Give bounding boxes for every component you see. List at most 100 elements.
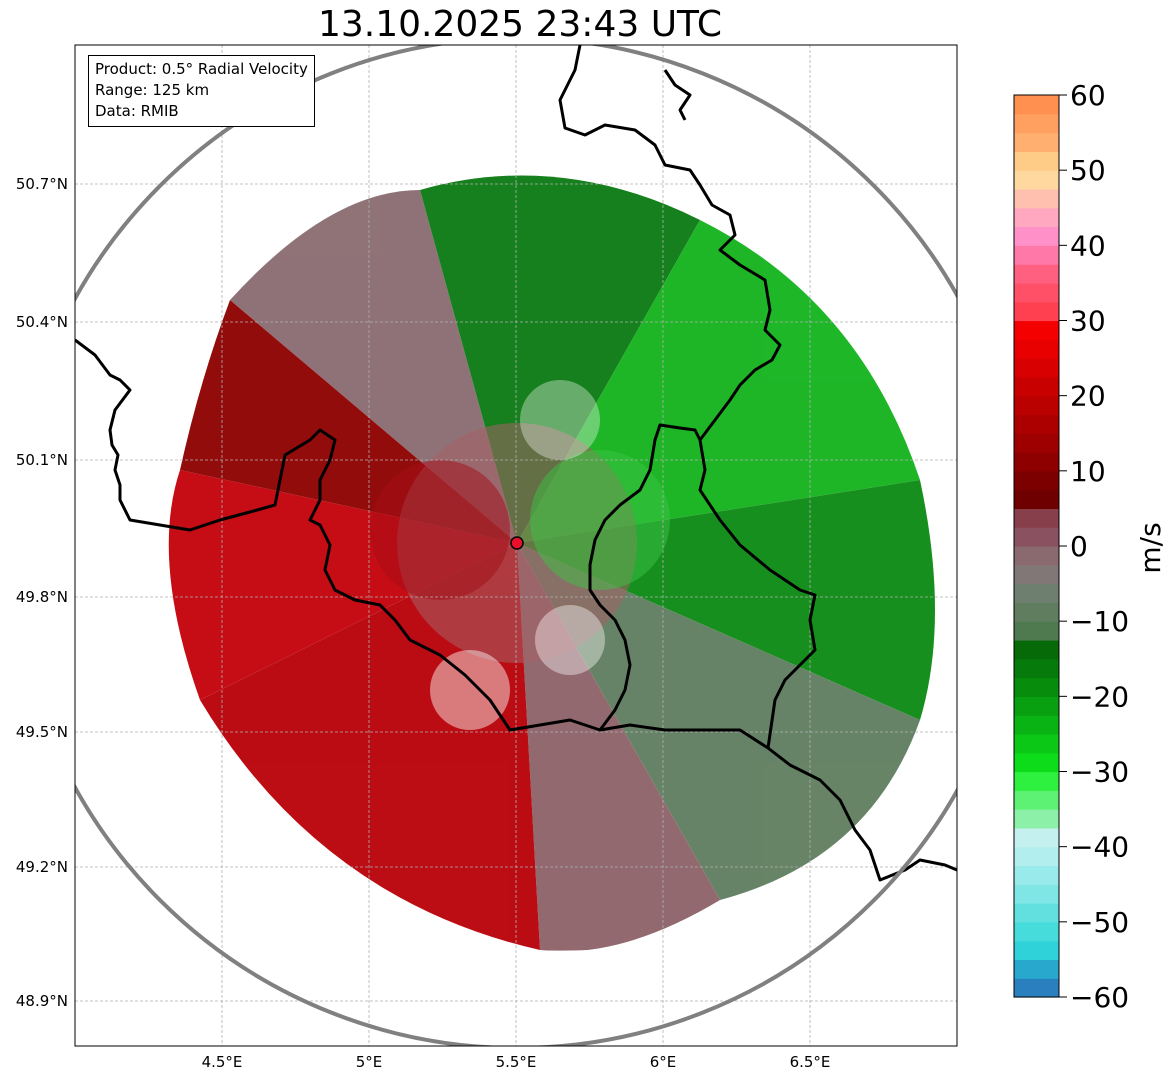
colorbar-swatch bbox=[1014, 188, 1059, 209]
map-title: 13.10.2025 23:43 UTC bbox=[317, 4, 723, 45]
colorbar-swatch bbox=[1014, 95, 1059, 115]
border-be-lu bbox=[588, 423, 702, 731]
colorbar-ticks: 60 50 40 30 20 10 0 −10 −20 −30 −40 −50 −60 bbox=[1059, 79, 1129, 1014]
colorbar-tick-label: −30 bbox=[1070, 756, 1129, 789]
colorbar: 60 50 40 30 20 10 0 −10 −20 −30 −40 −50 −60 m/s bbox=[1013, 79, 1167, 1014]
colorbar-tick-label: 0 bbox=[1070, 530, 1088, 563]
colorbar-swatch bbox=[1014, 602, 1059, 622]
velocity-center-red bbox=[370, 460, 510, 600]
lon-tick-label: 6.5°E bbox=[790, 1053, 831, 1071]
lon-tick-label: 4.5°E bbox=[202, 1053, 243, 1071]
lon-tick-label: 5°E bbox=[356, 1053, 383, 1071]
colorbar-tick-label: 30 bbox=[1070, 305, 1106, 338]
colorbar-tick-label: 20 bbox=[1070, 380, 1106, 413]
radar-site-marker[interactable] bbox=[510, 536, 524, 550]
lat-tick-label: 50.7°N bbox=[16, 175, 68, 193]
colorbar-tick-label: 50 bbox=[1070, 154, 1106, 187]
colorbar-swatch bbox=[1014, 752, 1059, 773]
lat-tick-label: 49.5°N bbox=[16, 723, 68, 741]
colorbar-swatch bbox=[1014, 696, 1059, 716]
velocity-sector-ne bbox=[517, 220, 920, 543]
colorbar-swatch bbox=[1014, 339, 1059, 359]
velocity-gap bbox=[520, 380, 600, 460]
product-line: Product: 0.5° Radial Velocity bbox=[95, 60, 308, 78]
velocity-sector-se bbox=[517, 543, 920, 900]
colorbar-tick-label: −60 bbox=[1070, 981, 1129, 1014]
colorbar-swatch bbox=[1014, 903, 1059, 923]
lon-tick-label: 5.5°E bbox=[496, 1053, 537, 1071]
colorbar-swatch bbox=[1014, 583, 1059, 603]
product-info-box: Product: 0.5° Radial Velocity Range: 125… bbox=[88, 55, 315, 127]
colorbar-swatch bbox=[1014, 865, 1059, 885]
range-line: Range: 125 km bbox=[95, 81, 210, 99]
colorbar-swatch bbox=[1014, 771, 1059, 791]
colorbar-swatch bbox=[1014, 113, 1059, 134]
colorbar-swatch bbox=[1014, 827, 1059, 848]
velocity-field bbox=[75, 45, 957, 1046]
colorbar-swatch bbox=[1014, 132, 1059, 152]
map-frame bbox=[74, 44, 958, 1047]
colorbar-swatch bbox=[1014, 433, 1059, 453]
colorbar-swatch bbox=[1014, 846, 1059, 867]
border-be-fr bbox=[75, 338, 769, 750]
colorbar-tick-label: −40 bbox=[1070, 831, 1129, 864]
colorbar-swatch bbox=[1014, 564, 1059, 585]
velocity-center-green bbox=[530, 450, 670, 590]
colorbar-swatch bbox=[1014, 940, 1059, 961]
border-nl bbox=[663, 69, 692, 121]
border-be-de bbox=[558, 45, 817, 749]
colorbar-swatch bbox=[1014, 978, 1059, 998]
colorbar-tick-label: −10 bbox=[1070, 605, 1129, 638]
colorbar-swatch bbox=[1014, 809, 1059, 829]
colorbar-tick-label: −20 bbox=[1070, 680, 1129, 713]
colorbar-swatch bbox=[1014, 264, 1059, 284]
colorbar-swatch bbox=[1014, 226, 1059, 246]
colorbar-swatch bbox=[1014, 452, 1059, 472]
colorbar-swatch bbox=[1014, 715, 1059, 735]
colorbar-label: m/s bbox=[1134, 522, 1167, 573]
colorbar-swatch bbox=[1014, 282, 1059, 303]
colorbar-swatch bbox=[1014, 320, 1059, 340]
colorbar-swatch bbox=[1014, 358, 1059, 378]
country-borders bbox=[75, 45, 957, 882]
velocity-gap bbox=[535, 605, 605, 675]
colorbar-swatch bbox=[1014, 470, 1059, 491]
colorbar-swatch bbox=[1014, 884, 1059, 904]
lat-tick-label: 50.1°N bbox=[16, 451, 68, 469]
colorbar-swatch bbox=[1014, 733, 1059, 754]
colorbar-swatch bbox=[1014, 395, 1059, 416]
colorbar-swatch bbox=[1014, 170, 1059, 190]
colorbar-swatch bbox=[1014, 790, 1059, 810]
colorbar-swatch bbox=[1014, 546, 1059, 566]
velocity-sector-n bbox=[420, 175, 700, 544]
colorbar-swatch bbox=[1014, 414, 1059, 434]
data-source-line: Data: RMIB bbox=[95, 102, 179, 120]
lat-tick-label: 49.8°N bbox=[16, 588, 68, 606]
colorbar-swatch bbox=[1014, 151, 1059, 171]
colorbar-swatch bbox=[1014, 921, 1059, 942]
colorbar-swatch bbox=[1014, 508, 1059, 528]
lon-tick-label: 6°E bbox=[650, 1053, 677, 1071]
echo-extent-mask bbox=[75, 45, 957, 1046]
border-de-fr bbox=[767, 746, 957, 882]
lat-axis: 50.7°N 50.4°N 50.1°N 49.8°N 49.5°N 49.2°… bbox=[16, 175, 68, 1010]
colorbar-swatch bbox=[1014, 207, 1059, 228]
colorbar-swatch bbox=[1014, 959, 1059, 979]
lat-tick-label: 48.9°N bbox=[16, 992, 68, 1010]
lat-tick-label: 50.4°N bbox=[16, 313, 68, 331]
colorbar-swatch bbox=[1014, 527, 1059, 547]
colorbar-swatch bbox=[1014, 301, 1059, 322]
colorbar-swatch bbox=[1014, 489, 1059, 510]
colorbar-swatches bbox=[1014, 95, 1059, 998]
map-plot-area bbox=[74, 44, 958, 1047]
colorbar-swatch bbox=[1014, 639, 1059, 660]
colorbar-tick-label: 40 bbox=[1070, 229, 1106, 262]
colorbar-swatch bbox=[1014, 376, 1059, 397]
colorbar-swatch bbox=[1014, 677, 1059, 697]
lon-axis: 4.5°E 5°E 5.5°E 6°E 6.5°E bbox=[202, 1053, 831, 1071]
velocity-gap bbox=[430, 650, 510, 730]
colorbar-tick-label: 10 bbox=[1070, 455, 1106, 488]
colorbar-swatch bbox=[1014, 658, 1059, 679]
lat-tick-label: 49.2°N bbox=[16, 858, 68, 876]
